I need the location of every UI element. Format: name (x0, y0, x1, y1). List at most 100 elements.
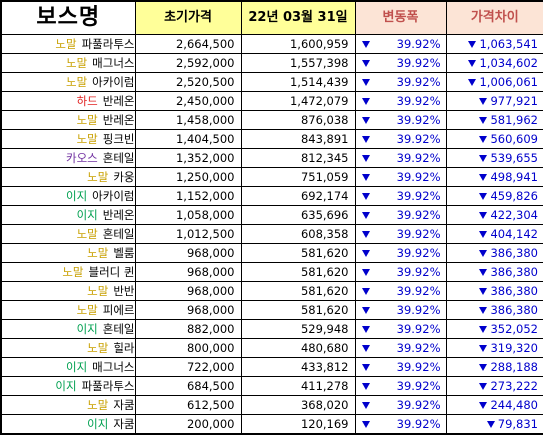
change-cell[interactable]: 39.92% (354, 338, 447, 358)
price-gap-cell[interactable]: 352,052 (445, 319, 543, 339)
current-price-cell[interactable]: 1,600,959 (240, 34, 356, 54)
boss-name-cell[interactable]: 노말 아카이럼 (0, 72, 136, 92)
change-cell[interactable]: 39.92% (354, 34, 447, 54)
change-cell[interactable]: 39.92% (354, 414, 447, 435)
boss-name-cell[interactable]: 노말 피에르 (0, 300, 136, 320)
current-price-cell[interactable]: 120,169 (240, 414, 356, 435)
change-cell[interactable]: 39.92% (354, 224, 447, 244)
price-gap-cell[interactable]: 498,941 (445, 167, 543, 187)
current-price-cell[interactable]: 529,948 (240, 319, 356, 339)
header-boss[interactable]: 보스명 (0, 0, 136, 35)
change-cell[interactable]: 39.92% (354, 110, 447, 130)
current-price-cell[interactable]: 1,472,079 (240, 91, 356, 111)
price-gap-cell[interactable]: 386,380 (445, 262, 543, 282)
initial-price-cell[interactable]: 1,152,000 (134, 186, 242, 206)
initial-price-cell[interactable]: 800,000 (134, 338, 242, 358)
header-price-diff[interactable]: 가격차이 (445, 0, 543, 35)
change-cell[interactable]: 39.92% (354, 300, 447, 320)
initial-price-cell[interactable]: 1,012,500 (134, 224, 242, 244)
boss-name-cell[interactable]: 노말 혼테일 (0, 224, 136, 244)
current-price-cell[interactable]: 1,514,439 (240, 72, 356, 92)
boss-name-cell[interactable]: 하드 반레온 (0, 91, 136, 111)
initial-price-cell[interactable]: 968,000 (134, 243, 242, 263)
header-date[interactable]: 22년 03월 31일 (240, 0, 356, 35)
header-initial-price[interactable]: 초기가격 (134, 0, 242, 35)
price-gap-cell[interactable]: 404,142 (445, 224, 543, 244)
current-price-cell[interactable]: 751,059 (240, 167, 356, 187)
change-cell[interactable]: 39.92% (354, 395, 447, 415)
boss-name-cell[interactable]: 노말 반반 (0, 281, 136, 301)
current-price-cell[interactable]: 581,620 (240, 300, 356, 320)
initial-price-cell[interactable]: 1,058,000 (134, 205, 242, 225)
price-gap-cell[interactable]: 386,380 (445, 243, 543, 263)
change-cell[interactable]: 39.92% (354, 91, 447, 111)
current-price-cell[interactable]: 480,680 (240, 338, 356, 358)
price-gap-cell[interactable]: 288,188 (445, 357, 543, 377)
boss-name-cell[interactable]: 노말 힐라 (0, 338, 136, 358)
price-gap-cell[interactable]: 560,609 (445, 129, 543, 149)
boss-name-cell[interactable]: 노말 자쿰 (0, 395, 136, 415)
current-price-cell[interactable]: 411,278 (240, 376, 356, 396)
price-gap-cell[interactable]: 459,826 (445, 186, 543, 206)
initial-price-cell[interactable]: 684,500 (134, 376, 242, 396)
current-price-cell[interactable]: 581,620 (240, 281, 356, 301)
boss-name-cell[interactable]: 이지 혼테일 (0, 319, 136, 339)
price-gap-cell[interactable]: 1,006,061 (445, 72, 543, 92)
initial-price-cell[interactable]: 2,664,500 (134, 34, 242, 54)
current-price-cell[interactable]: 581,620 (240, 262, 356, 282)
change-cell[interactable]: 39.92% (354, 262, 447, 282)
current-price-cell[interactable]: 692,174 (240, 186, 356, 206)
change-cell[interactable]: 39.92% (354, 357, 447, 377)
change-cell[interactable]: 39.92% (354, 72, 447, 92)
initial-price-cell[interactable]: 1,352,000 (134, 148, 242, 168)
initial-price-cell[interactable]: 1,458,000 (134, 110, 242, 130)
initial-price-cell[interactable]: 2,592,000 (134, 53, 242, 73)
price-gap-cell[interactable]: 581,962 (445, 110, 543, 130)
initial-price-cell[interactable]: 722,000 (134, 357, 242, 377)
price-gap-cell[interactable]: 1,034,602 (445, 53, 543, 73)
change-cell[interactable]: 39.92% (354, 376, 447, 396)
change-cell[interactable]: 39.92% (354, 186, 447, 206)
current-price-cell[interactable]: 812,345 (240, 148, 356, 168)
current-price-cell[interactable]: 876,038 (240, 110, 356, 130)
current-price-cell[interactable]: 433,812 (240, 357, 356, 377)
initial-price-cell[interactable]: 2,450,000 (134, 91, 242, 111)
boss-name-cell[interactable]: 카오스 혼테일 (0, 148, 136, 168)
initial-price-cell[interactable]: 968,000 (134, 262, 242, 282)
initial-price-cell[interactable]: 882,000 (134, 319, 242, 339)
price-gap-cell[interactable]: 319,320 (445, 338, 543, 358)
price-gap-cell[interactable]: 539,655 (445, 148, 543, 168)
boss-name-cell[interactable]: 노말 핑크빈 (0, 129, 136, 149)
boss-name-cell[interactable]: 노말 벨룸 (0, 243, 136, 263)
price-gap-cell[interactable]: 1,063,541 (445, 34, 543, 54)
boss-name-cell[interactable]: 노말 블러디 퀸 (0, 262, 136, 282)
current-price-cell[interactable]: 581,620 (240, 243, 356, 263)
current-price-cell[interactable]: 635,696 (240, 205, 356, 225)
price-gap-cell[interactable]: 977,921 (445, 91, 543, 111)
initial-price-cell[interactable]: 1,404,500 (134, 129, 242, 149)
initial-price-cell[interactable]: 1,250,000 (134, 167, 242, 187)
change-cell[interactable]: 39.92% (354, 205, 447, 225)
header-change[interactable]: 변동폭 (354, 0, 447, 35)
price-gap-cell[interactable]: 386,380 (445, 281, 543, 301)
current-price-cell[interactable]: 368,020 (240, 395, 356, 415)
price-gap-cell[interactable]: 422,304 (445, 205, 543, 225)
initial-price-cell[interactable]: 2,520,500 (134, 72, 242, 92)
change-cell[interactable]: 39.92% (354, 167, 447, 187)
boss-name-cell[interactable]: 이지 아카이럼 (0, 186, 136, 206)
change-cell[interactable]: 39.92% (354, 148, 447, 168)
price-gap-cell[interactable]: 79,831 (445, 414, 543, 435)
boss-name-cell[interactable]: 이지 반레온 (0, 205, 136, 225)
boss-name-cell[interactable]: 이지 파풀라투스 (0, 376, 136, 396)
change-cell[interactable]: 39.92% (354, 53, 447, 73)
change-cell[interactable]: 39.92% (354, 129, 447, 149)
price-gap-cell[interactable]: 386,380 (445, 300, 543, 320)
boss-name-cell[interactable]: 노말 파풀라투스 (0, 34, 136, 54)
boss-name-cell[interactable]: 이지 자쿰 (0, 414, 136, 435)
current-price-cell[interactable]: 608,358 (240, 224, 356, 244)
initial-price-cell[interactable]: 612,500 (134, 395, 242, 415)
boss-name-cell[interactable]: 이지 매그너스 (0, 357, 136, 377)
boss-name-cell[interactable]: 노말 매그너스 (0, 53, 136, 73)
change-cell[interactable]: 39.92% (354, 281, 447, 301)
initial-price-cell[interactable]: 968,000 (134, 300, 242, 320)
